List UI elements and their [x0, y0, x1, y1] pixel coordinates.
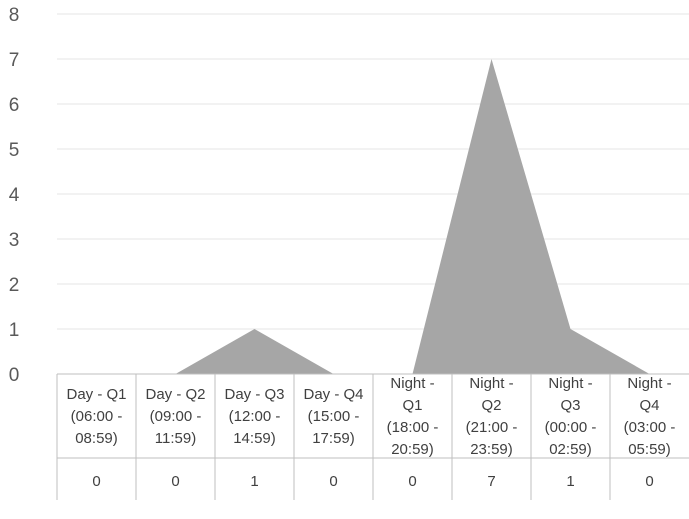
gridlines: [57, 13, 689, 330]
category-label-line: (21:00 -: [466, 419, 518, 436]
y-tick-label: 1: [9, 320, 20, 341]
category-label-line: 17:59): [312, 430, 355, 447]
data-table: Day - Q1 (06:00 -08:59)Day - Q2 (09:00 -11…: [56, 373, 689, 500]
category-label-line: Q3: [560, 397, 580, 414]
y-tick-label: 2: [9, 275, 20, 296]
data-value: 7: [487, 473, 495, 490]
category-label-line: Night -: [548, 375, 592, 392]
y-tick-label: 3: [9, 230, 20, 251]
category-label-line: (12:00 -: [229, 408, 281, 425]
y-axis-tick-labels: 0 1 2 3 4 5 6 7 8: [9, 5, 20, 386]
y-tick-label: 7: [9, 50, 20, 71]
y-tick-label: 5: [9, 140, 20, 161]
category-label: Day - Q2 (09:00 - 11:59): [145, 386, 205, 447]
data-value: 0: [329, 473, 337, 490]
category-label-line: (03:00 -: [624, 419, 676, 436]
y-tick-label: 4: [9, 185, 20, 206]
category-label: Night - Q1 (18:00 - 20:59): [387, 375, 439, 458]
category-label-line: Night -: [469, 375, 513, 392]
category-label-line: (15:00 -: [308, 408, 360, 425]
category-label-line: 11:59): [155, 430, 196, 447]
category-label-line: (18:00 -: [387, 419, 439, 436]
area-series: [57, 59, 650, 374]
category-label: Day - Q3 (12:00 - 14:59): [224, 386, 284, 447]
data-value: 0: [171, 473, 179, 490]
category-label-line: Day - Q2: [145, 386, 205, 403]
category-label-line: Q1: [402, 397, 422, 414]
data-value: 0: [408, 473, 416, 490]
category-label-line: Day - Q3: [224, 386, 284, 403]
category-label-line: Day - Q1: [66, 386, 126, 403]
category-label: Night - Q4 (03:00 - 05:59): [624, 375, 676, 458]
category-label-line: Night -: [390, 375, 434, 392]
category-label-line: Q4: [639, 397, 659, 414]
y-tick-label: 0: [9, 365, 20, 386]
category-label-line: Day - Q4: [303, 386, 363, 403]
data-value: 0: [92, 473, 100, 490]
category-label: Night - Q2 (21:00 - 23:59): [466, 375, 518, 458]
category-label-line: (00:00 -: [545, 419, 597, 436]
area-fill: [57, 59, 650, 374]
data-value: 1: [250, 473, 258, 490]
category-label-line: 23:59): [470, 441, 513, 458]
data-value: 0: [645, 473, 653, 490]
category-label-line: 14:59): [233, 430, 276, 447]
category-label-line: 20:59): [391, 441, 434, 458]
y-tick-label: 6: [9, 95, 20, 116]
category-label: Day - Q1 (06:00 - 08:59): [66, 386, 126, 447]
y-tick-label: 8: [9, 5, 20, 26]
category-label-line: 05:59): [628, 441, 671, 458]
category-label: Day - Q4 (15:00 - 17:59): [303, 386, 363, 447]
category-label-line: 08:59): [75, 430, 118, 447]
category-label: Night - Q3 (00:00 - 02:59): [545, 375, 597, 458]
category-label-line: Night -: [627, 375, 671, 392]
category-label-line: (06:00 -: [71, 408, 123, 425]
category-label-line: (09:00 -: [150, 408, 202, 425]
category-label-line: Q2: [481, 397, 501, 414]
category-label-line: 02:59): [549, 441, 592, 458]
data-value: 1: [566, 473, 574, 490]
